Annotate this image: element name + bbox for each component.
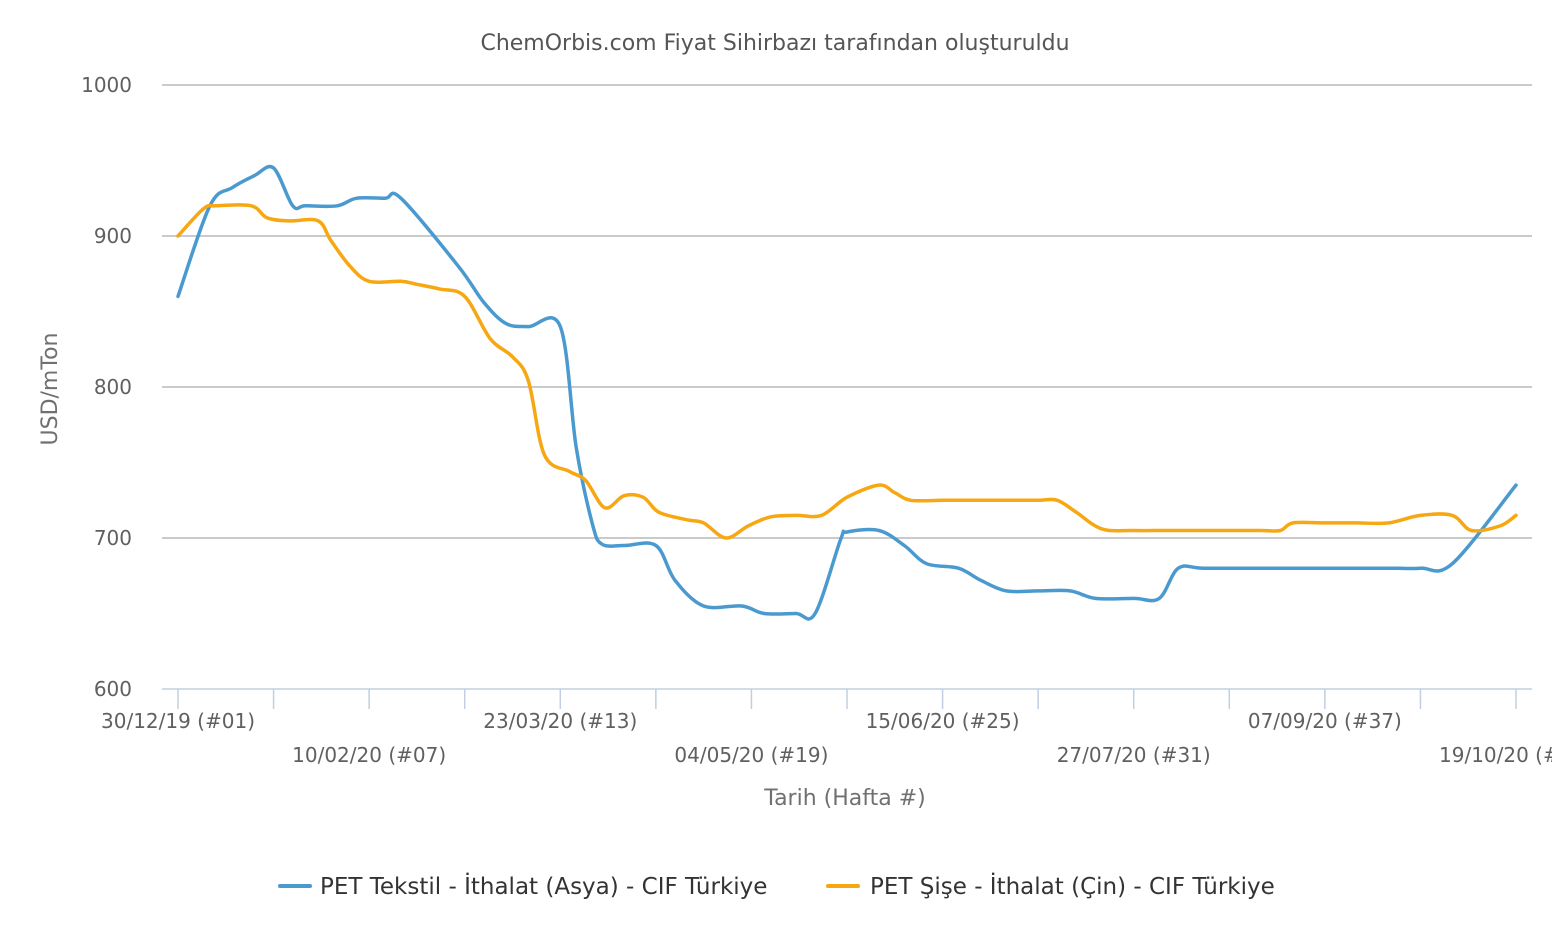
x-tick-label: 10/02/20 (#07) [292, 743, 446, 767]
legend-item-1[interactable]: PET Tekstil - İthalat (Asya) - CIF Türki… [278, 872, 767, 900]
legend: PET Tekstil - İthalat (Asya) - CIF Türki… [278, 872, 1275, 900]
series-group [176, 164, 1518, 621]
x-tick-label: 30/12/19 (#01) [101, 709, 255, 733]
y-tick-label: 800 [94, 375, 132, 399]
y-axis-label: USD/mTon [38, 333, 63, 446]
y-tick-label: 900 [94, 224, 132, 248]
series-line-1 [176, 164, 1518, 621]
y-tick-label: 700 [94, 526, 132, 550]
y-tick-label: 1000 [81, 73, 132, 97]
x-tick-label: 23/03/20 (#13) [483, 709, 637, 733]
x-tick-label: 04/05/20 (#19) [674, 743, 828, 767]
x-tick-label: 27/07/20 (#31) [1057, 743, 1211, 767]
y-tick-label: 600 [94, 677, 132, 701]
x-axis-label: Tarih (Hafta #) [763, 786, 925, 811]
legend-label: PET Tekstil - İthalat (Asya) - CIF Türki… [320, 872, 767, 900]
series-line-2 [176, 203, 1518, 540]
grid [162, 84, 1532, 539]
x-tick-label: 19/10/20 (#43) [1439, 743, 1552, 767]
x-tick-label: 07/09/20 (#37) [1248, 709, 1402, 733]
legend-item-2[interactable]: PET Şişe - İthalat (Çin) - CIF Türkiye [826, 872, 1275, 900]
x-tick-label: 15/06/20 (#25) [866, 709, 1020, 733]
legend-label: PET Şişe - İthalat (Çin) - CIF Türkiye [870, 872, 1275, 900]
axes: 600 700 800 900 1000 30/12/19 (#01) 10/02/20 (… [81, 73, 1552, 767]
chart-title: ChemOrbis.com Fiyat Sihirbazı tarafından… [480, 31, 1069, 56]
